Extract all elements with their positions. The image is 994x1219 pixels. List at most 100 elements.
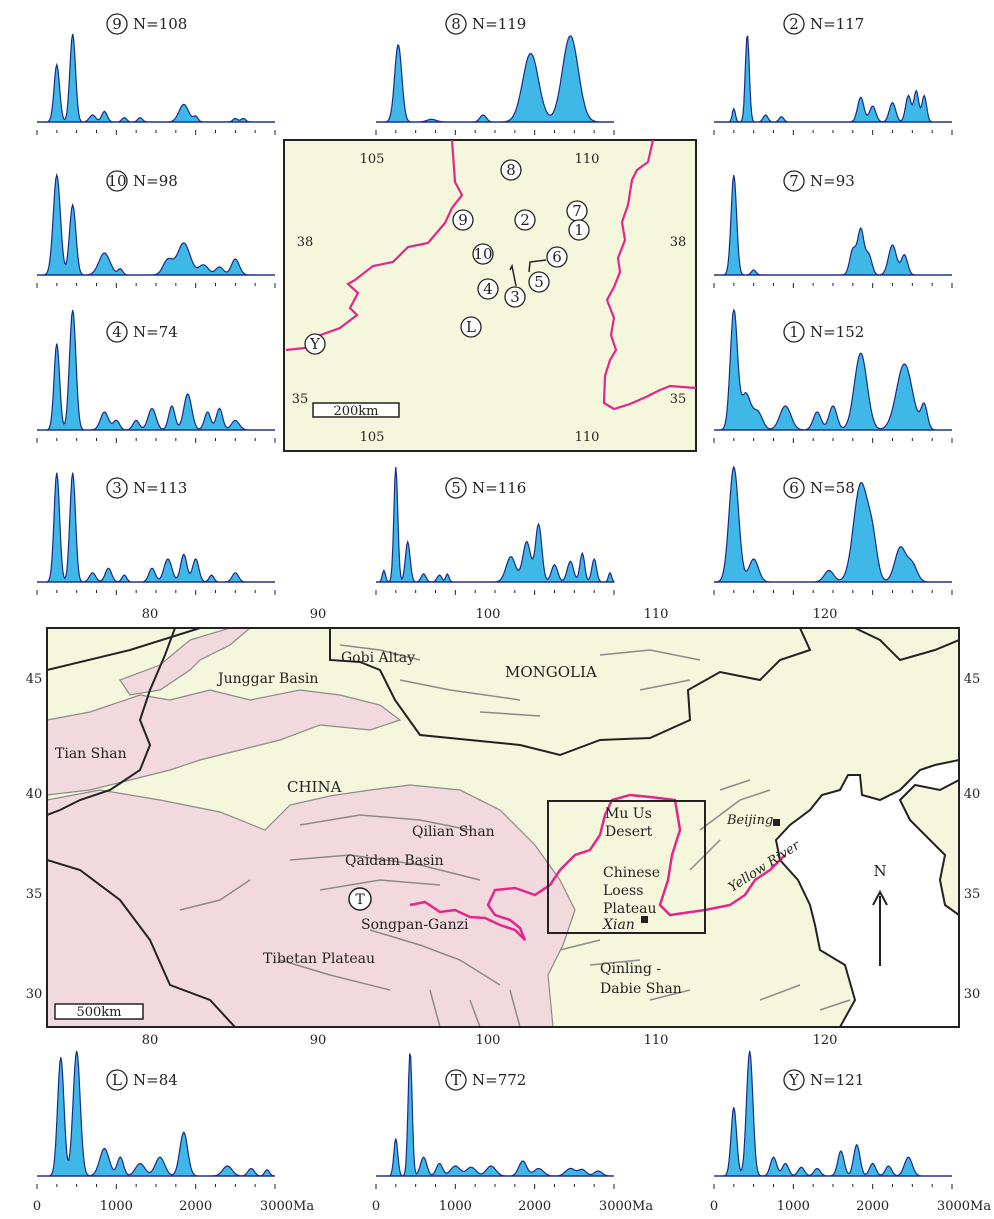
study-area-box (547, 800, 706, 934)
inset-site-label-6: 6 (552, 248, 562, 266)
label-china: CHINA (287, 778, 342, 796)
lon-tick-top-80: 80 (142, 607, 159, 622)
sample-count-2: N=117 (810, 15, 864, 33)
sample-link-line-2 (528, 259, 547, 273)
border-kazakhstan (47, 628, 201, 671)
label-xian: Xian (602, 917, 635, 933)
sample-link-line (509, 263, 517, 287)
label-beijing: Beijing (726, 813, 773, 828)
sample-plot-3: 3 N=113 (36, 472, 276, 595)
inset-site-circle-5 (528, 271, 550, 293)
sample-id-circle-T (445, 1069, 467, 1091)
tian-shan-region (47, 689, 402, 796)
main-map: 80 80 90 90 100 100 110 110 120 120 45 45 40 40 35 35 30… (26, 607, 981, 1048)
lat-tick-left-35: 35 (26, 887, 43, 902)
lat-tick-right-35: 35 (964, 887, 981, 902)
sample-plot-1: 1 N=152 (713, 308, 953, 443)
sample-id-4: 4 (112, 323, 122, 341)
sample-plot-L: L N=84 0 1000 2000 3000Ma (33, 1050, 314, 1214)
inset-lat-tick-35-left: 35 (292, 392, 309, 407)
density-curve-6 (714, 465, 952, 583)
main-scale-bar (54, 1003, 144, 1020)
density-curve-Y (714, 1050, 952, 1177)
sample-count-9: N=108 (133, 15, 187, 33)
label-qilian-shan: Qilian Shan (412, 824, 495, 840)
sample-id-9: 9 (112, 15, 122, 33)
yellow-river-inset-west (285, 139, 464, 352)
north-label: N (873, 862, 886, 880)
density-curve-7 (714, 174, 952, 276)
age-tick-label: 1000 (439, 1199, 472, 1214)
lon-tick-bottom-90: 90 (310, 1033, 327, 1048)
inset-site-label-8: 8 (506, 161, 516, 179)
inset-site-label-5: 5 (534, 273, 544, 291)
age-tick-label: 1000 (777, 1199, 810, 1214)
lon-tick-top-90: 90 (310, 607, 327, 622)
sea-region (774, 758, 959, 1027)
age-tick-label: 3000Ma (937, 1199, 991, 1214)
sample-count-8: N=119 (472, 15, 526, 33)
age-tick-label: 2000 (518, 1199, 551, 1214)
main-scale-label: 500km (76, 1005, 121, 1020)
label-dabie-shan: Dabie Shan (600, 981, 682, 997)
age-tick-label: 2000 (179, 1199, 212, 1214)
sample-id-circle-4 (106, 321, 128, 343)
inset-site-label-7: 7 (572, 202, 582, 220)
lon-tick-top-120: 120 (813, 607, 838, 622)
inset-sample-sites: 8 9 2 71 10 6 4 53 L Y (304, 159, 590, 355)
lon-tick-bottom-100: 100 (476, 1033, 501, 1048)
inset-site-circle-4 (477, 278, 499, 300)
site-t-marker (348, 887, 372, 911)
inset-site-circle-2 (514, 209, 536, 231)
inset-lon-tick-105-bottom: 105 (360, 430, 385, 445)
sample-id-3: 3 (112, 479, 122, 497)
age-tick-label: 1000 (100, 1199, 133, 1214)
xian-marker (641, 916, 648, 923)
age-tick-label: 0 (710, 1199, 718, 1214)
sample-id-5: 5 (451, 479, 461, 497)
age-tick-label: 0 (372, 1199, 380, 1214)
sample-id-2: 2 (789, 15, 799, 33)
label-plateau: Plateau (603, 901, 657, 917)
yellow-river (409, 793, 786, 941)
sample-count-L: N=84 (133, 1071, 178, 1089)
sample-id-L: L (112, 1071, 122, 1089)
sample-plot-8: 8 N=119 (375, 13, 615, 135)
tibetan-plateau-region (47, 784, 576, 1027)
inset-lat-tick-38-right: 38 (670, 235, 687, 250)
sample-id-circle-5 (445, 477, 467, 499)
density-curve-8 (376, 35, 614, 123)
north-arrow-head (872, 889, 888, 906)
inset-site-circle-1 (568, 219, 590, 241)
sample-count-1: N=152 (810, 323, 864, 341)
inset-site-label-10: 10 (473, 245, 492, 263)
sample-plot-10: 10 N=98 (36, 170, 276, 288)
density-curve-4 (37, 309, 275, 431)
sample-id-10: 10 (107, 172, 126, 190)
inset-lon-tick-110-bottom: 110 (575, 430, 600, 445)
sample-plot-T: T N=772 0 1000 2000 3000Ma (372, 1053, 653, 1214)
sample-id-circle-3 (106, 477, 128, 499)
lon-tick-bottom-80: 80 (142, 1033, 159, 1048)
lat-tick-right-40: 40 (964, 787, 981, 802)
density-curve-L (37, 1050, 276, 1177)
inset-lat-tick-38-left: 38 (297, 235, 314, 250)
lat-tick-left-40: 40 (26, 787, 43, 802)
inset-site-circle-9 (452, 209, 474, 231)
border-south (47, 859, 236, 1027)
sample-id-circle-2 (783, 13, 805, 35)
lon-tick-bottom-110: 110 (644, 1033, 669, 1048)
sample-plot-5: 5 N=116 (375, 466, 615, 595)
inset-site-label-L: L (466, 318, 476, 336)
sample-id-8: 8 (451, 15, 461, 33)
sample-id-circle-L (106, 1069, 128, 1091)
sample-count-5: N=116 (472, 479, 526, 497)
sample-id-T: T (451, 1071, 461, 1089)
label-chinese: Chinese (603, 865, 660, 881)
sample-count-Y: N=121 (810, 1071, 864, 1089)
inset-site-label-4: 4 (483, 280, 493, 298)
sample-count-7: N=93 (810, 172, 855, 190)
sample-plot-2: 2 N=117 (713, 13, 953, 135)
